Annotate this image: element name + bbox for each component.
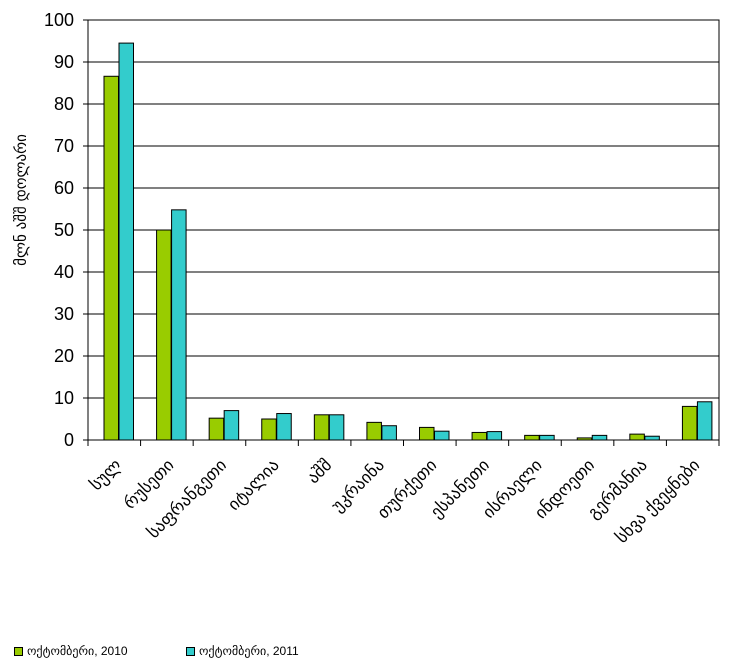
legend-label-2011: ოქტომბერი, 2011: [199, 644, 299, 658]
bar-2010: [681, 405, 698, 441]
bar-2010: [261, 418, 277, 441]
bar-2010: [208, 417, 225, 441]
legend-swatch-2010: [14, 646, 23, 656]
y-tick-label: 0: [64, 430, 74, 450]
bar-2011: [539, 434, 555, 441]
y-tick-label: 30: [54, 304, 74, 324]
bar-2010: [471, 431, 488, 441]
y-tick-label: 90: [54, 52, 74, 72]
y-tick-label: 80: [54, 94, 74, 114]
bar-2011: [381, 425, 397, 441]
bar-2011: [644, 435, 660, 441]
y-tick-label: 20: [54, 346, 74, 366]
bar-2011: [328, 414, 345, 441]
bar-2011: [276, 413, 292, 441]
bar-2010: [313, 414, 330, 441]
bar-2011: [696, 401, 713, 441]
bar-2011: [223, 410, 240, 441]
legend-swatch-2011: [186, 646, 195, 656]
bar-2010: [629, 433, 645, 441]
y-tick-label: 10: [54, 388, 74, 408]
bar-2010: [103, 75, 119, 441]
bar-2011: [118, 42, 134, 441]
x-tick-label: აშშ: [303, 455, 336, 488]
y-tick-label: 60: [54, 178, 74, 198]
y-tick-label: 40: [54, 262, 74, 282]
legend-item-2011: ოქტომბერი, 2011: [186, 644, 299, 658]
legend-label-2010: ოქტომბერი, 2010: [27, 644, 128, 658]
axes: 0102030405060708090100სულრუსეთისაფრანგეთ…: [44, 10, 720, 548]
bar-2011: [171, 209, 187, 441]
bar-2010: [366, 421, 382, 441]
bar-2011: [591, 434, 608, 441]
y-tick-label: 100: [44, 10, 74, 30]
y-tick-label: 70: [54, 136, 74, 156]
y-axis-label: მლნ აშშ დოლარი: [12, 134, 30, 266]
legend-item-2010: ოქტომბერი, 2010: [14, 644, 128, 658]
bar-2010: [524, 434, 540, 441]
bar-2010: [419, 426, 435, 441]
bar-2010: [156, 229, 172, 441]
bar-2011: [486, 431, 503, 441]
x-tick-label: იტალია: [224, 455, 283, 514]
bar-2011: [434, 430, 450, 441]
bar-2010: [576, 437, 593, 441]
x-tick-label: სულ: [86, 455, 125, 494]
y-tick-label: 50: [54, 220, 74, 240]
bars: [103, 42, 713, 441]
